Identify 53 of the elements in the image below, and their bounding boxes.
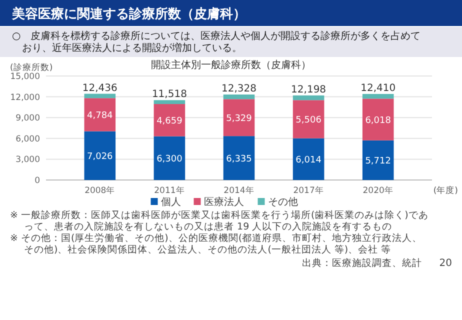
total-label: 12,436 [82,82,118,94]
y-tick-label: 6,000 [16,134,40,144]
x-tick-label: 2020年 [362,185,394,196]
data-label: 7,026 [87,152,114,162]
data-label: 5,506 [296,116,322,126]
bar [84,131,116,180]
text: ※ 一般診療所数：医師又は歯科医師が医業又は歯科医業を行う場所(歯科医業のみは除く)であって、患者の入院施設を有しないもの又は患者 19 人以下の入院施設を有するもの [10,209,428,232]
y-tick-label: 9,000 [16,114,40,124]
data-label: 6,018 [365,116,392,126]
chart-title: 美容医療に関連する診療所数（皮膚科） [11,6,246,22]
bar [223,99,255,136]
data-label: 4,784 [87,111,114,122]
text: ○ 皮膚科を標榜する診療所については、医療法人や個人が開設する診療所が多くを占めており、近年医療法人による開設が増加している。 [12,30,421,54]
x-tick-label: 2014年 [224,185,254,196]
y-tick-label: 15,000 [10,72,40,82]
chart-subtitle: 開設主体別一般診療所数（皮膚科） [151,59,311,71]
data-label: 6,014 [296,156,322,166]
bar [154,100,186,104]
bar [223,94,255,100]
text: ※ その他：国(厚生労働省、その他)、公的医療機関(都道府県、市町村、地方独立行政法人、その他)、社会保険関係団体、公益法人、その他の法人(一般社団法人 等)、会社 等 [10,232,422,256]
bar [84,98,116,132]
legend-label: 医療法人 [204,196,244,208]
source-note: 出典：医療施設調査、統計 [302,257,422,269]
y-tick-label: 0 [34,176,40,186]
data-label: 5,329 [226,114,252,124]
data-label: 5,712 [365,156,391,167]
bar [292,100,324,138]
text: 20 [439,258,452,269]
total-label: 12,410 [360,82,396,94]
data-label: 6,335 [226,154,252,165]
data-label: 4,659 [156,116,183,127]
bar [154,104,186,136]
bar [292,138,324,180]
x-tick-label: 2011年 [154,185,185,196]
bar [223,136,255,180]
x-tick-label: 2017年 [293,185,324,196]
x-axis-title: (年度) [433,185,458,196]
data-label: 6,300 [156,154,183,165]
y-axis-title: (診療所数) [10,62,53,73]
bar [362,140,394,180]
x-tick-label: 2008年 [84,185,116,196]
bar [362,94,394,99]
legend-label: 個人 [160,197,181,208]
bar [292,95,324,100]
y-tick-label: 3,000 [16,155,40,166]
bar [154,136,186,180]
legend-label: その他 [268,196,298,208]
total-label: 12,328 [222,84,256,95]
bar [362,98,394,140]
total-label: 12,198 [291,84,326,96]
y-tick-label: 12,000 [10,92,40,103]
total-label: 11,518 [152,89,187,100]
bar [84,94,116,98]
